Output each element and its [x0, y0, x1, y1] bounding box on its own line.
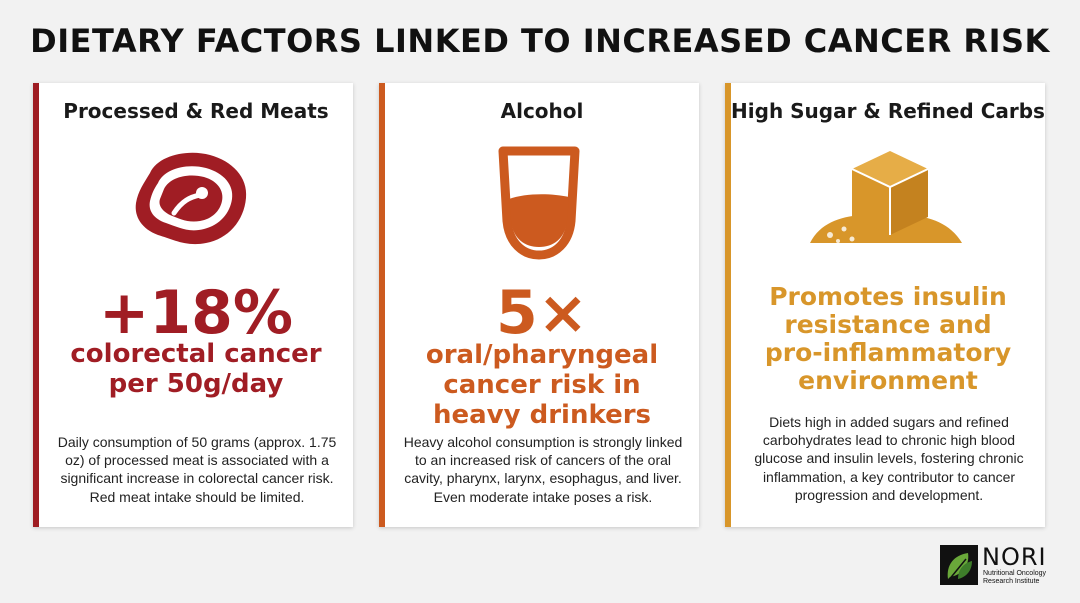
statistic-caption: oral/pharyngeal cancer risk in heavy dri… [425, 340, 659, 430]
glass-icon [379, 143, 699, 263]
leaf-icon [940, 545, 978, 585]
accent-bar [725, 83, 731, 527]
card-sugar-carbs: High Sugar & Refined Carbs Promotes insu… [725, 83, 1045, 527]
accent-bar [33, 83, 39, 527]
sugar-cube-icon [725, 143, 1045, 263]
card-description: Daily consumption of 50 grams (approx. 1… [57, 434, 337, 505]
page-title: DIETARY FACTORS LINKED TO INCREASED CANC… [30, 22, 1050, 60]
statistic-caption: Promotes insulin resistance and pro-infl… [764, 282, 1012, 395]
logo-tagline: Nutritional Oncology Research Institute [983, 570, 1047, 585]
card-heading: Processed & Red Meats [63, 99, 329, 123]
steak-icon [33, 143, 353, 263]
statistic-caption: colorectal cancer per 50g/day [70, 339, 322, 399]
logo-name: NORI [982, 543, 1047, 571]
accent-bar [379, 83, 385, 527]
statistic: +18% [99, 278, 293, 348]
card-processed-meats: Processed & Red Meats +18% colorectal ca… [33, 83, 353, 527]
statistic: 5× [495, 278, 589, 348]
card-description: Heavy alcohol consumption is strongly li… [403, 434, 683, 505]
card-heading: Alcohol [500, 99, 584, 123]
card-description: Diets high in added sugars and refined c… [754, 414, 1024, 503]
card-heading: High Sugar & Refined Carbs [731, 99, 1045, 123]
card-alcohol: Alcohol 5× oral/pharyngeal cancer risk i… [379, 83, 699, 527]
